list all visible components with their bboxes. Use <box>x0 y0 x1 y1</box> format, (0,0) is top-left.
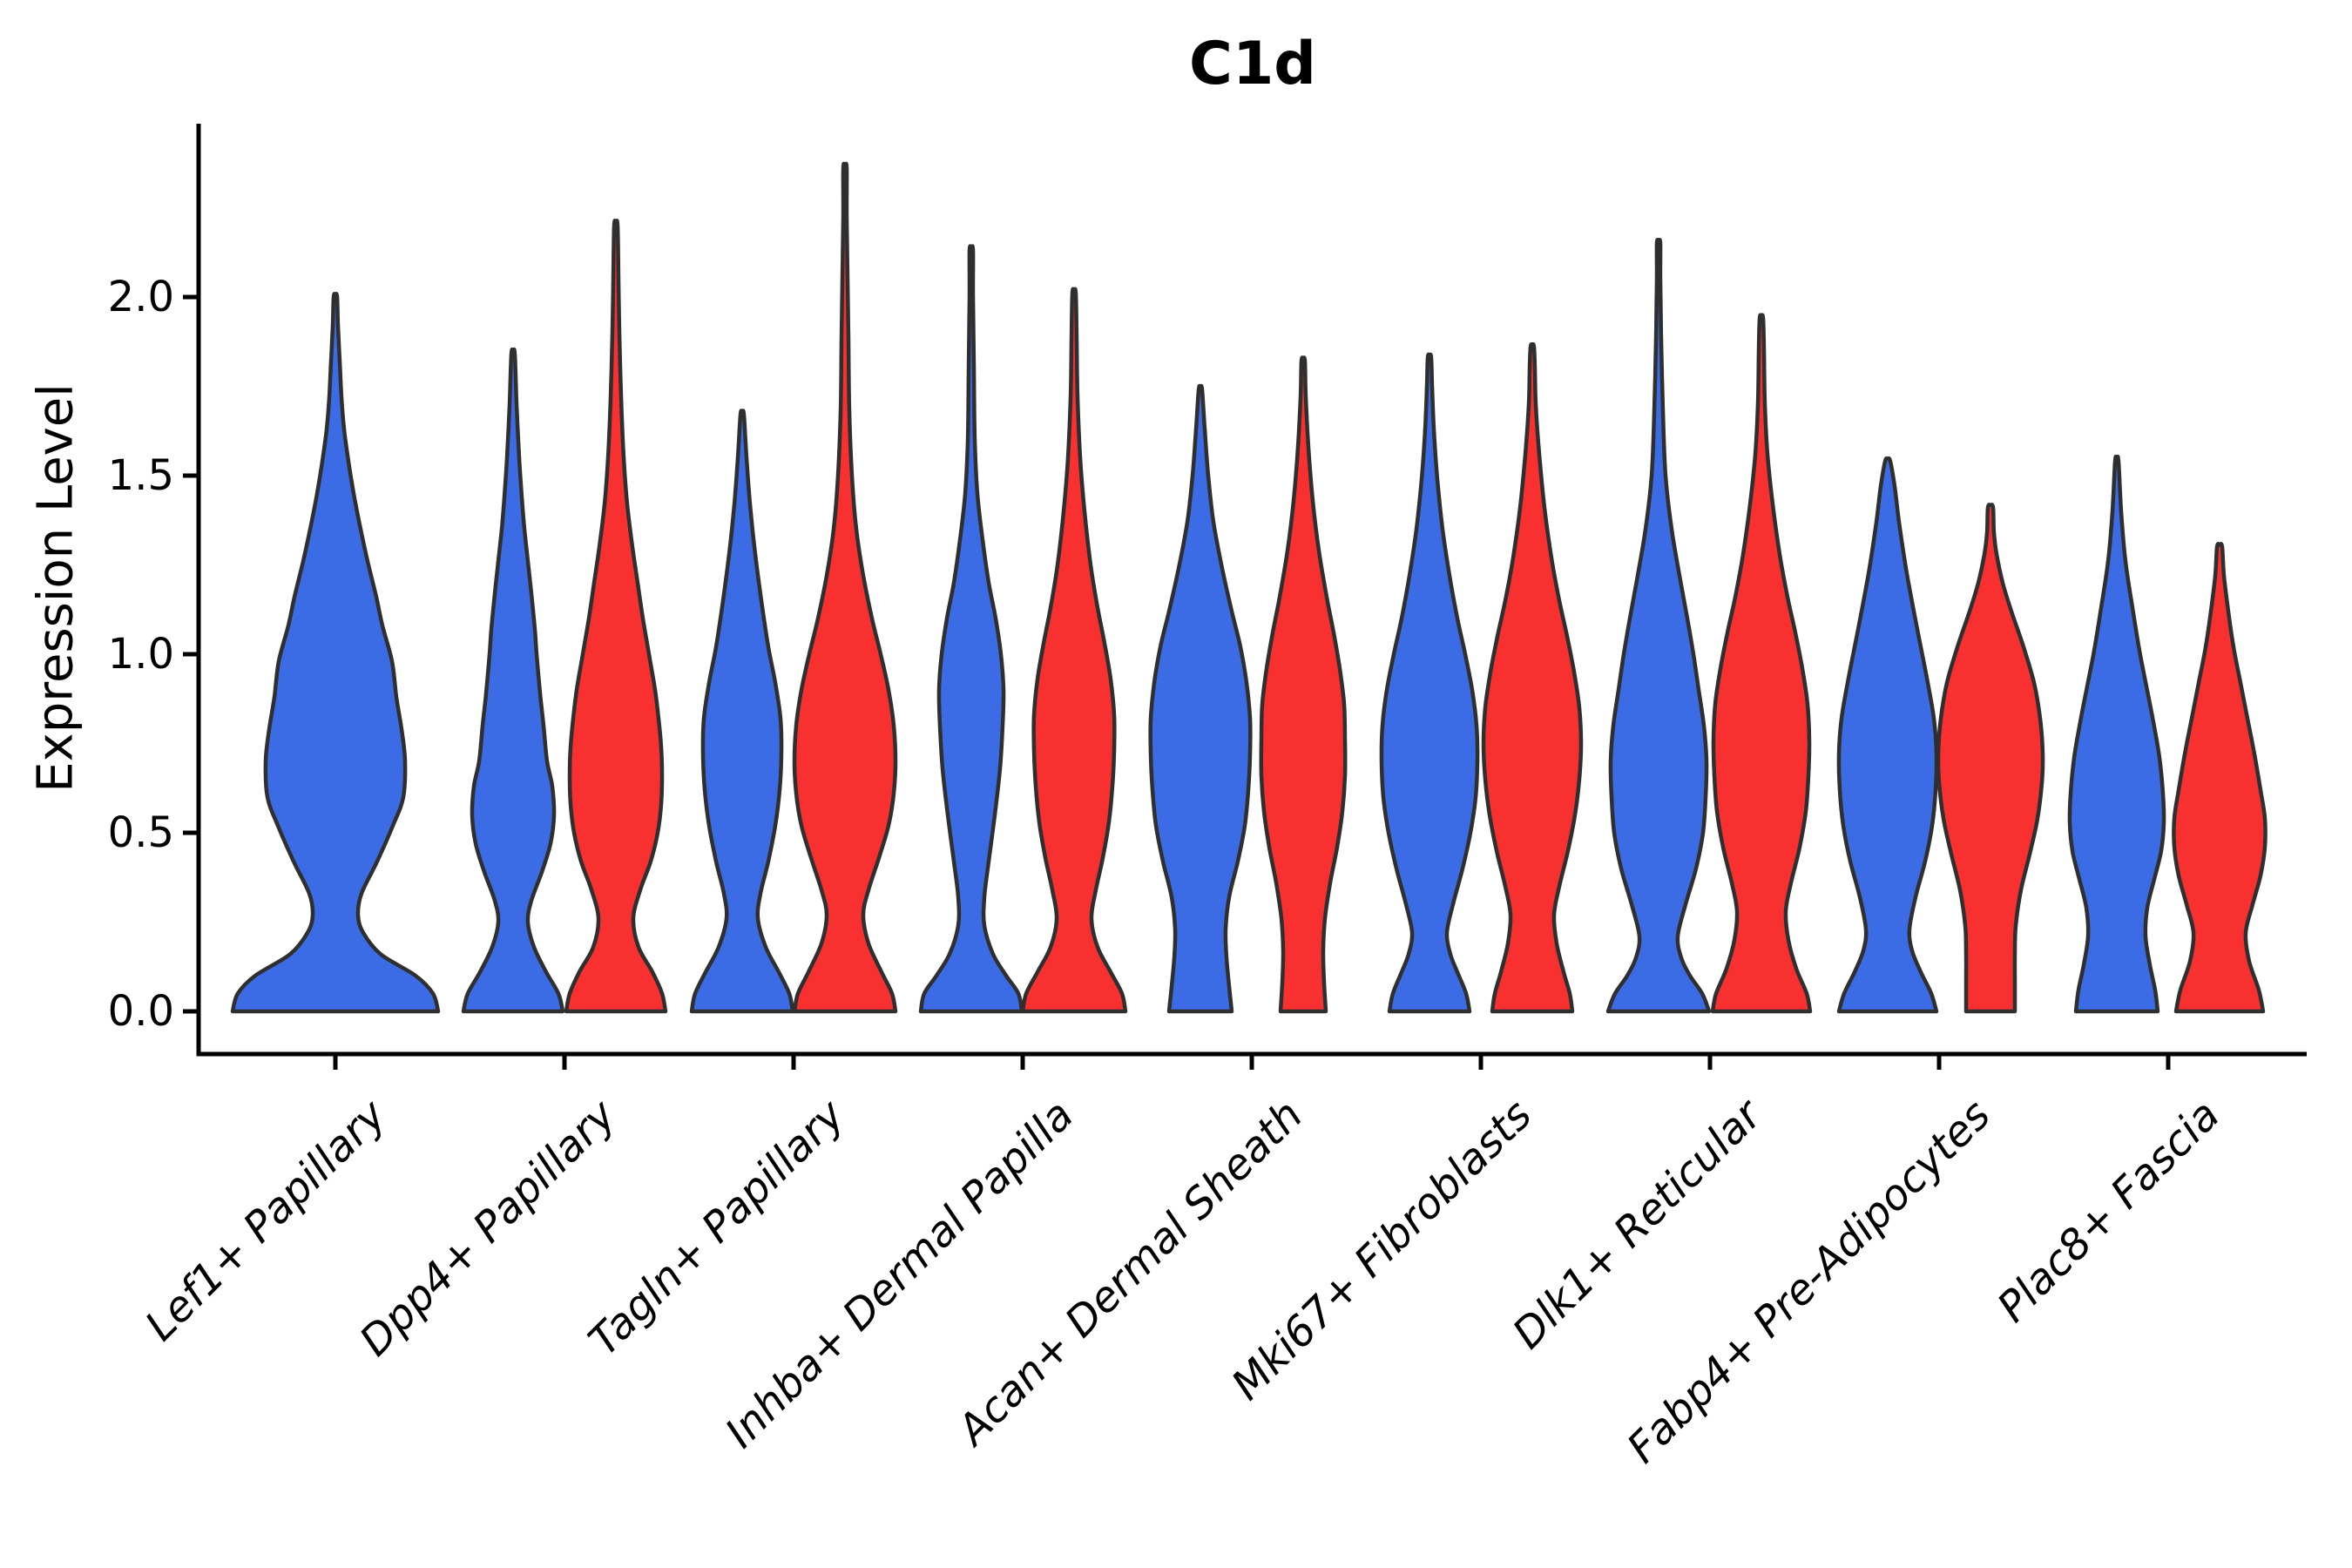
violin-inhba-dermal-papilla-blue <box>918 244 1024 1014</box>
violin-plac8-fascia-blue <box>2067 454 2166 1014</box>
violin-acan-dermal-sheath-red <box>1259 355 1348 1014</box>
chart-title: C1d <box>1189 30 1316 98</box>
violin-dpp4-papillary-blue <box>461 347 565 1014</box>
y-axis-label: Expression Level <box>27 383 84 793</box>
violin-lef1-papillary-blue <box>230 292 441 1014</box>
violin-dlk1-reticular-red <box>1710 313 1813 1014</box>
violin-mki67-fibroblasts-red <box>1481 341 1584 1014</box>
violin-fabp4-pre-adipocytes-blue <box>1836 456 1939 1014</box>
violin-dpp4-papillary-red <box>564 219 668 1014</box>
violin-tagln-papillary-red <box>792 161 898 1014</box>
violin-mki67-fibroblasts-blue <box>1379 352 1480 1014</box>
y-tick-label: 0.0 <box>107 987 174 1036</box>
y-tick-label: 1.0 <box>107 630 174 679</box>
y-tick-label: 2.0 <box>107 273 174 321</box>
y-tick-label: 0.5 <box>107 808 174 857</box>
violin-dlk1-reticular-blue <box>1605 238 1712 1014</box>
axis-spines <box>196 124 2307 1057</box>
violin-fabp4-pre-adipocytes-red <box>1936 503 2045 1014</box>
y-tick-label: 1.5 <box>107 451 174 500</box>
violin-inhba-dermal-papilla-red <box>1020 287 1128 1014</box>
violin-acan-dermal-sheath-blue <box>1148 383 1253 1014</box>
violin-plac8-fascia-red <box>2172 542 2268 1014</box>
violin-tagln-papillary-blue <box>689 409 795 1014</box>
